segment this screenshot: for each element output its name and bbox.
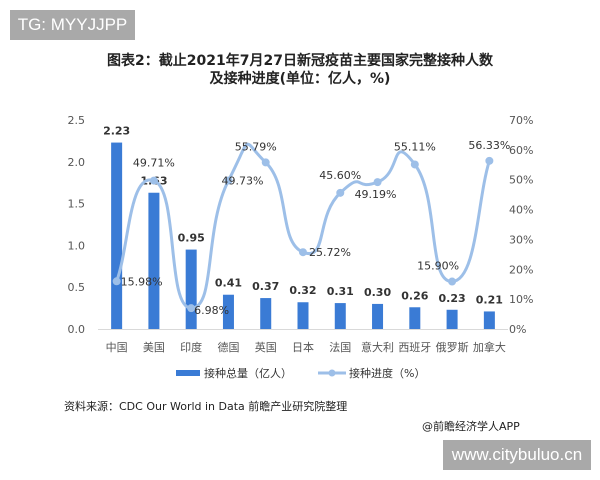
bar-value-label: 0.31 xyxy=(327,285,354,298)
bar-value-label: 0.32 xyxy=(289,284,316,297)
line-value-label: 55.79% xyxy=(235,140,277,153)
right-axis-tick: 60% xyxy=(509,144,533,157)
bar xyxy=(148,192,160,329)
category-label: 印度 xyxy=(180,340,202,354)
left-axis-tick: 2.0 xyxy=(68,156,86,169)
watermark-bottom: www.citybuluo.cn xyxy=(443,440,591,470)
bar xyxy=(409,307,421,329)
right-axis-tick: 50% xyxy=(509,174,533,187)
left-axis-tick: 2.5 xyxy=(68,114,86,127)
bar xyxy=(483,311,495,329)
left-axis-tick: 1.5 xyxy=(68,198,86,211)
bar xyxy=(446,309,458,329)
bar xyxy=(260,298,272,329)
legend-line-marker xyxy=(328,369,336,377)
chart-title-line2: 及接种进度(单位：亿人，%) xyxy=(209,71,391,87)
bar-value-label: 0.37 xyxy=(252,280,279,293)
line-value-label: 15.98% xyxy=(121,275,163,288)
line-marker xyxy=(485,156,494,165)
right-axis-tick: 70% xyxy=(509,114,533,127)
line-value-label: 45.60% xyxy=(319,169,361,182)
legend-line-label: 接种进度（%） xyxy=(349,366,425,380)
bar-value-label: 2.23 xyxy=(103,125,130,138)
bar-value-label: 0.30 xyxy=(364,286,391,299)
legend-bar-swatch xyxy=(176,370,200,376)
right-axis-tick: 20% xyxy=(509,263,533,276)
category-label: 法国 xyxy=(329,340,351,354)
line-marker xyxy=(448,277,457,286)
bar-value-label: 0.41 xyxy=(215,277,242,290)
line-marker xyxy=(112,277,121,286)
bar xyxy=(334,303,346,329)
category-label: 日本 xyxy=(292,340,314,354)
left-axis-tick: 1.0 xyxy=(68,239,86,252)
bar-value-label: 0.95 xyxy=(178,232,205,245)
line-value-label: 15.90% xyxy=(417,260,459,273)
category-label: 加拿大 xyxy=(473,340,506,354)
line-marker xyxy=(410,160,419,169)
bar-value-label: 0.21 xyxy=(476,293,503,306)
chart-title-line1: 图表2：截止2021年7月27日新冠疫苗主要国家完整接种人数 xyxy=(107,53,493,69)
line-marker xyxy=(373,178,382,187)
category-label: 英国 xyxy=(255,340,277,354)
bar-value-label: 0.26 xyxy=(401,289,428,302)
category-label: 西班牙 xyxy=(398,341,431,354)
bar xyxy=(222,294,234,329)
category-label: 中国 xyxy=(106,341,128,354)
right-axis-tick: 0% xyxy=(509,323,526,336)
line-marker xyxy=(299,248,307,257)
category-label: 德国 xyxy=(217,340,239,354)
line-marker xyxy=(187,304,196,313)
line-marker xyxy=(261,158,270,167)
bar xyxy=(185,249,197,329)
line-value-label: 25.72% xyxy=(309,246,351,259)
bar xyxy=(297,302,309,329)
category-label: 意大利 xyxy=(361,340,394,354)
watermark-top: TG: MYYJJPP xyxy=(10,10,135,40)
line-marker xyxy=(149,176,158,185)
line-value-label: 6.98% xyxy=(194,304,229,317)
left-axis-tick: 0.5 xyxy=(68,281,86,294)
chart-title: 图表2：截止2021年7月27日新冠疫苗主要国家完整接种人数 及接种进度(单位：… xyxy=(0,52,600,88)
bar xyxy=(111,142,123,329)
right-axis-tick: 40% xyxy=(509,204,533,217)
category-label: 美国 xyxy=(143,341,165,354)
line-marker xyxy=(224,176,233,185)
line-value-label: 49.71% xyxy=(133,157,175,170)
left-axis-tick: 0.0 xyxy=(68,323,86,336)
category-label: 俄罗斯 xyxy=(436,341,469,354)
credit-note: @前瞻经济学人APP xyxy=(422,420,520,433)
bar xyxy=(372,303,384,329)
line-value-label: 49.19% xyxy=(355,188,397,201)
legend-bar-label: 接种总量（亿人） xyxy=(204,366,292,380)
right-axis-tick: 10% xyxy=(509,293,533,306)
line-marker xyxy=(336,188,345,197)
line-value-label: 56.33% xyxy=(468,139,510,152)
right-axis-tick: 30% xyxy=(509,233,533,246)
line-value-label: 49.73% xyxy=(221,175,263,188)
source-note: 资料来源：CDC Our World in Data 前瞻产业研究院整理 xyxy=(64,400,348,413)
bar-value-label: 0.23 xyxy=(439,292,466,305)
line-value-label: 55.11% xyxy=(394,140,436,153)
